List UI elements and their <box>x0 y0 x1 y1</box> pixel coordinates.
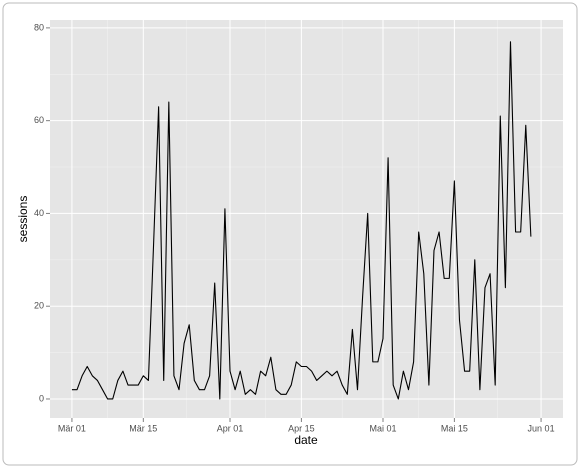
x-tick-label: Mär 15 <box>129 423 157 433</box>
y-tick-label: 60 <box>34 115 44 125</box>
x-tick-label: Jun 01 <box>528 423 555 433</box>
x-tick-label: Apr 01 <box>217 423 244 433</box>
y-tick-label: 20 <box>34 301 44 311</box>
y-tick-label: 80 <box>34 22 44 32</box>
y-tick-label: 40 <box>34 208 44 218</box>
x-tick-label: Mai 15 <box>441 423 468 433</box>
x-tick-label: Apr 15 <box>288 423 315 433</box>
y-tick-label: 0 <box>39 393 44 403</box>
data-line <box>71 41 532 400</box>
x-tick-label: Mai 01 <box>369 423 396 433</box>
x-axis-title: date <box>294 433 318 447</box>
x-tick-label: Mär 01 <box>58 423 86 433</box>
y-axis-title: sessions <box>16 196 30 243</box>
plot-panel <box>50 20 563 418</box>
